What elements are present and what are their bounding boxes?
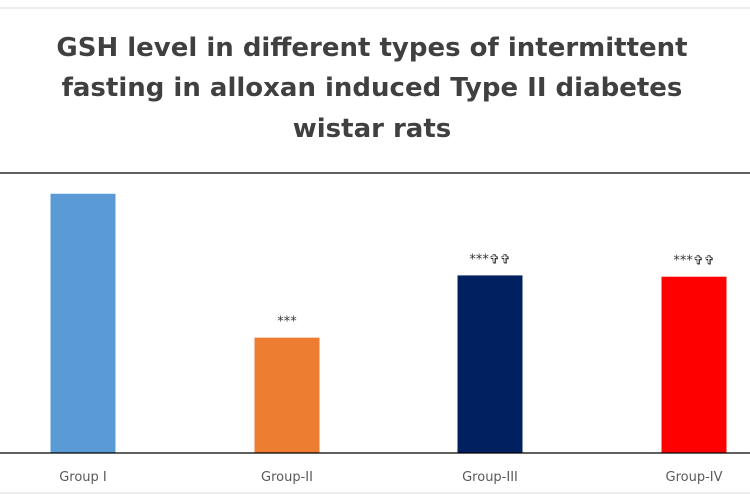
chart-title-line-3: wistar rats [293,114,452,144]
significance-label-2: *** [277,315,297,330]
x-tick-label-3: Group-III [462,470,518,485]
x-tick-label-1: Group I [59,470,107,485]
significance-label-4: ***✞✞ [673,254,714,269]
chart-title-line-1: GSH level in different types of intermit… [56,33,687,63]
bar-2 [254,337,320,453]
bar-4 [661,276,727,453]
x-tick-label-2: Group-II [261,470,313,485]
chart-title-line-2: fasting in alloxan induced Type II diabe… [62,73,683,103]
bar-1 [50,193,116,454]
bar-3 [457,275,523,453]
tick-labels-group: Group I Group-II Group-III Group-IV [59,470,722,485]
x-tick-label-4: Group-IV [666,470,723,485]
bars-group: *** ***✞✞ ***✞✞ [50,193,727,454]
significance-label-3: ***✞✞ [469,252,510,267]
